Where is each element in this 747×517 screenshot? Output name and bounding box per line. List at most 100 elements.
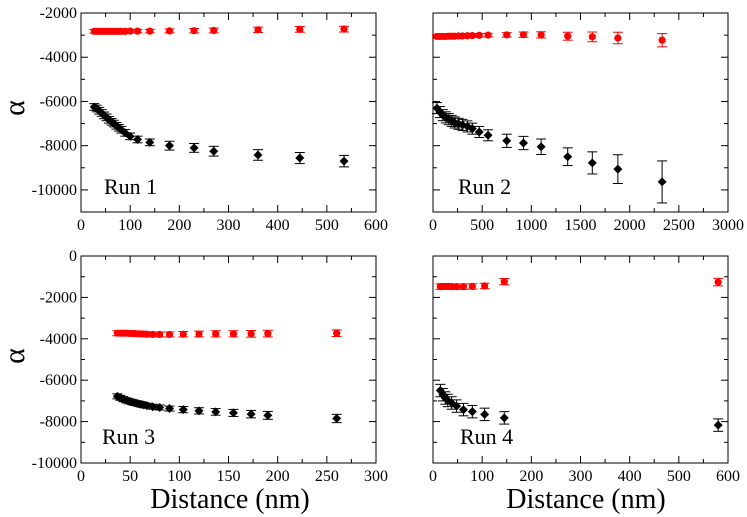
y-tick-label: -4000 (40, 331, 77, 348)
data-point-circle (149, 330, 157, 339)
x-tick-label: 2500 (663, 217, 695, 234)
data-point-diamond (211, 407, 221, 417)
data-point-circle (564, 32, 572, 40)
data-point-circle (714, 278, 722, 286)
data-point-circle (468, 31, 476, 40)
panel-label: Run 3 (102, 424, 155, 449)
panel-run-2: 0 500 1000 1500 2000 2500 3000 Run 2 (429, 12, 744, 234)
data-point-diamond (657, 177, 667, 187)
data-point-circle (481, 282, 489, 290)
y-tick-label: -6000 (40, 93, 77, 110)
x-tick-label: 250 (315, 468, 339, 485)
data-point-diamond (339, 156, 349, 166)
y-tick-label: -10000 (32, 182, 77, 199)
data-point-circle (333, 329, 341, 337)
data-point-circle (133, 27, 142, 35)
data-point-diamond (713, 420, 723, 430)
y-axis-label-top: α (0, 100, 31, 116)
data-point-diamond (480, 409, 490, 419)
data-point-circle (229, 330, 238, 338)
x-tick-label: 100 (167, 468, 191, 485)
data-point-circle (503, 31, 511, 39)
x-tick-label: 0 (429, 217, 437, 234)
y-tick-label: -8000 (40, 414, 77, 431)
x-tick-label: 100 (118, 217, 142, 234)
x-tick-label: 100 (470, 468, 494, 485)
x-tick-label: 500 (315, 217, 339, 234)
data-point-circle (340, 25, 348, 33)
data-point-circle (210, 26, 218, 35)
panel-run-1: 0 100 200 300 400 500 600 -10000 -8000 -6000 -4000… (32, 5, 388, 234)
data-point-circle (195, 330, 203, 338)
data-point-circle (519, 31, 528, 39)
y-tick-label: -10000 (32, 455, 77, 472)
data-point-diamond (246, 409, 256, 419)
data-point-diamond (536, 142, 546, 152)
data-point-circle (475, 31, 483, 39)
data-point-circle (658, 36, 666, 44)
data-point-circle (254, 26, 262, 34)
data-point-diamond (194, 406, 204, 416)
data-point-circle (484, 31, 492, 39)
x-tick-label: 50 (122, 468, 138, 485)
data-point-circle (537, 31, 545, 39)
data-point-diamond (145, 137, 155, 147)
x-axis-label-left: Distance (nm) (150, 484, 309, 515)
data-point-diamond (178, 405, 188, 415)
data-point-diamond (125, 131, 135, 141)
data-point-diamond (587, 158, 597, 168)
panel-run-4: 0 100 200 300 400 500 600 Run 4 (429, 255, 740, 485)
y-tick-label: 0 (69, 248, 77, 265)
x-tick-label: 0 (77, 468, 85, 485)
data-point-circle (247, 330, 255, 338)
panel-run-3: 0 50 100 150 200 250 300 -10000 -8000 -6000 -4000 -… (32, 248, 388, 485)
data-point-circle (296, 25, 304, 33)
x-tick-label: 1500 (565, 217, 597, 234)
x-tick-label: 0 (429, 468, 437, 485)
data-point-diamond (467, 407, 477, 417)
panel-label: Run 1 (104, 174, 157, 199)
data-point-circle (453, 283, 461, 291)
y-tick-label: -2000 (40, 5, 77, 22)
data-point-circle (165, 330, 174, 339)
data-point-circle (500, 278, 508, 286)
x-tick-label: 400 (618, 468, 642, 485)
x-axis-label-right: Distance (nm) (506, 484, 665, 515)
data-point-diamond (133, 134, 143, 144)
y-tick-label: -2000 (40, 289, 77, 306)
y-axis-label-bottom: α (0, 348, 31, 364)
data-point-diamond (189, 143, 199, 153)
x-tick-label: 3000 (712, 217, 744, 234)
y-tick-label: -8000 (40, 138, 77, 155)
x-tick-label: 600 (364, 217, 388, 234)
x-tick-label: 300 (569, 468, 593, 485)
data-point-diamond (518, 138, 528, 148)
x-tick-label: 200 (266, 468, 290, 485)
data-point-diamond (253, 150, 263, 160)
data-point-circle (156, 330, 164, 339)
data-point-circle (468, 282, 476, 291)
data-point-circle (614, 34, 622, 42)
data-point-circle (588, 33, 596, 41)
x-tick-label: 500 (667, 468, 691, 485)
y-tick-label: -6000 (40, 372, 77, 389)
data-point-diamond (613, 164, 623, 174)
x-tick-label: 0 (77, 217, 85, 234)
x-tick-label: 200 (519, 468, 543, 485)
data-point-circle (179, 330, 187, 338)
data-point-diamond (458, 405, 468, 415)
data-point-diamond (165, 141, 174, 151)
data-point-circle (146, 27, 154, 35)
data-point-diamond (263, 410, 273, 420)
data-point-diamond (142, 401, 152, 411)
x-tick-label: 400 (266, 217, 290, 234)
data-point-circle (190, 27, 198, 35)
x-tick-label: 500 (470, 217, 494, 234)
data-point-diamond (502, 136, 512, 146)
x-tick-label: 300 (217, 217, 241, 234)
data-point-diamond (499, 413, 509, 423)
data-point-diamond (295, 153, 305, 163)
data-point-diamond (209, 146, 219, 156)
data-point-circle (212, 330, 220, 338)
